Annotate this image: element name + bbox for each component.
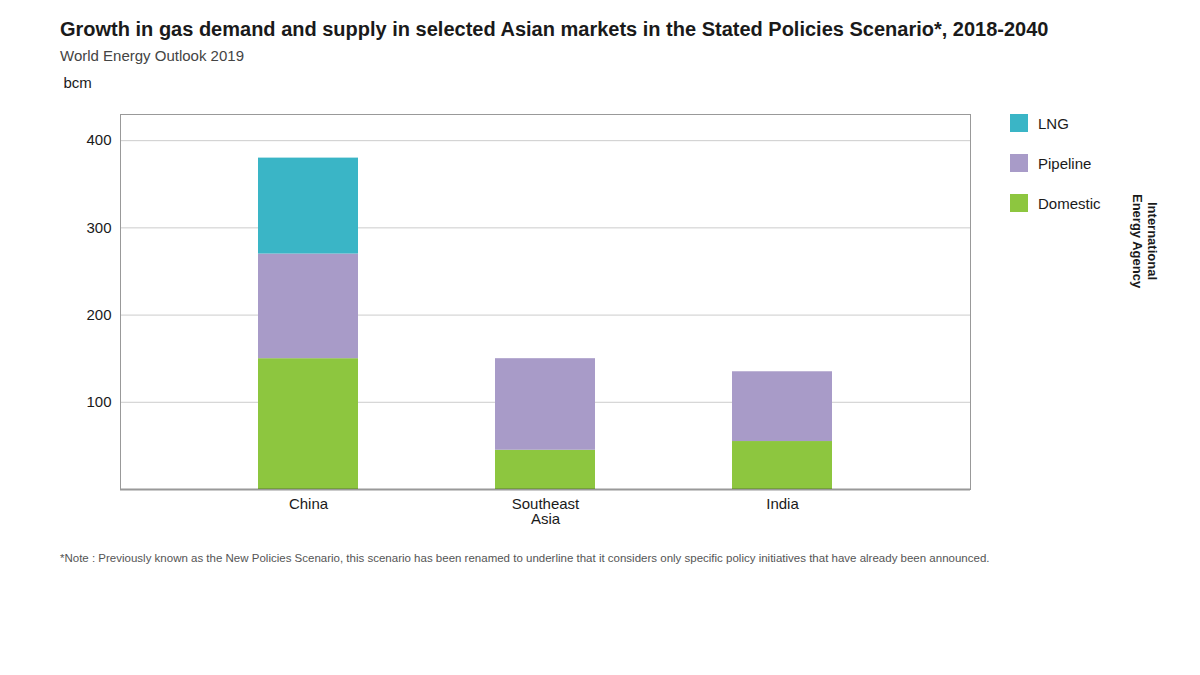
svg-text:bcm: bcm bbox=[64, 74, 92, 91]
html-text:Growth in gas demand and suppl: Growth in gas demand and supply in selec… bbox=[60, 18, 1049, 40]
svg-text:SoutheastAsia: SoutheastAsia bbox=[512, 495, 580, 527]
svg-text:300: 300 bbox=[86, 219, 111, 236]
svg-text:India: India bbox=[766, 495, 799, 512]
html-text:Domestic: Domestic bbox=[1038, 194, 1101, 212]
html-text:LNG: LNG bbox=[1038, 114, 1069, 132]
html-text:*Note : Previously known as th: *Note : Previously known as the New Poli… bbox=[60, 552, 990, 564]
html-text:Pipeline: Pipeline bbox=[1038, 154, 1092, 172]
svg-text:400: 400 bbox=[86, 131, 111, 148]
html-text:World Energy Outlook 2019: World Energy Outlook 2019 bbox=[60, 47, 244, 64]
svg-text:China: China bbox=[289, 495, 329, 512]
svg-text:100: 100 bbox=[86, 393, 111, 410]
html-text:International Energy Agency: International Energy Agency bbox=[1130, 194, 1160, 289]
svg-text:200: 200 bbox=[86, 306, 111, 323]
